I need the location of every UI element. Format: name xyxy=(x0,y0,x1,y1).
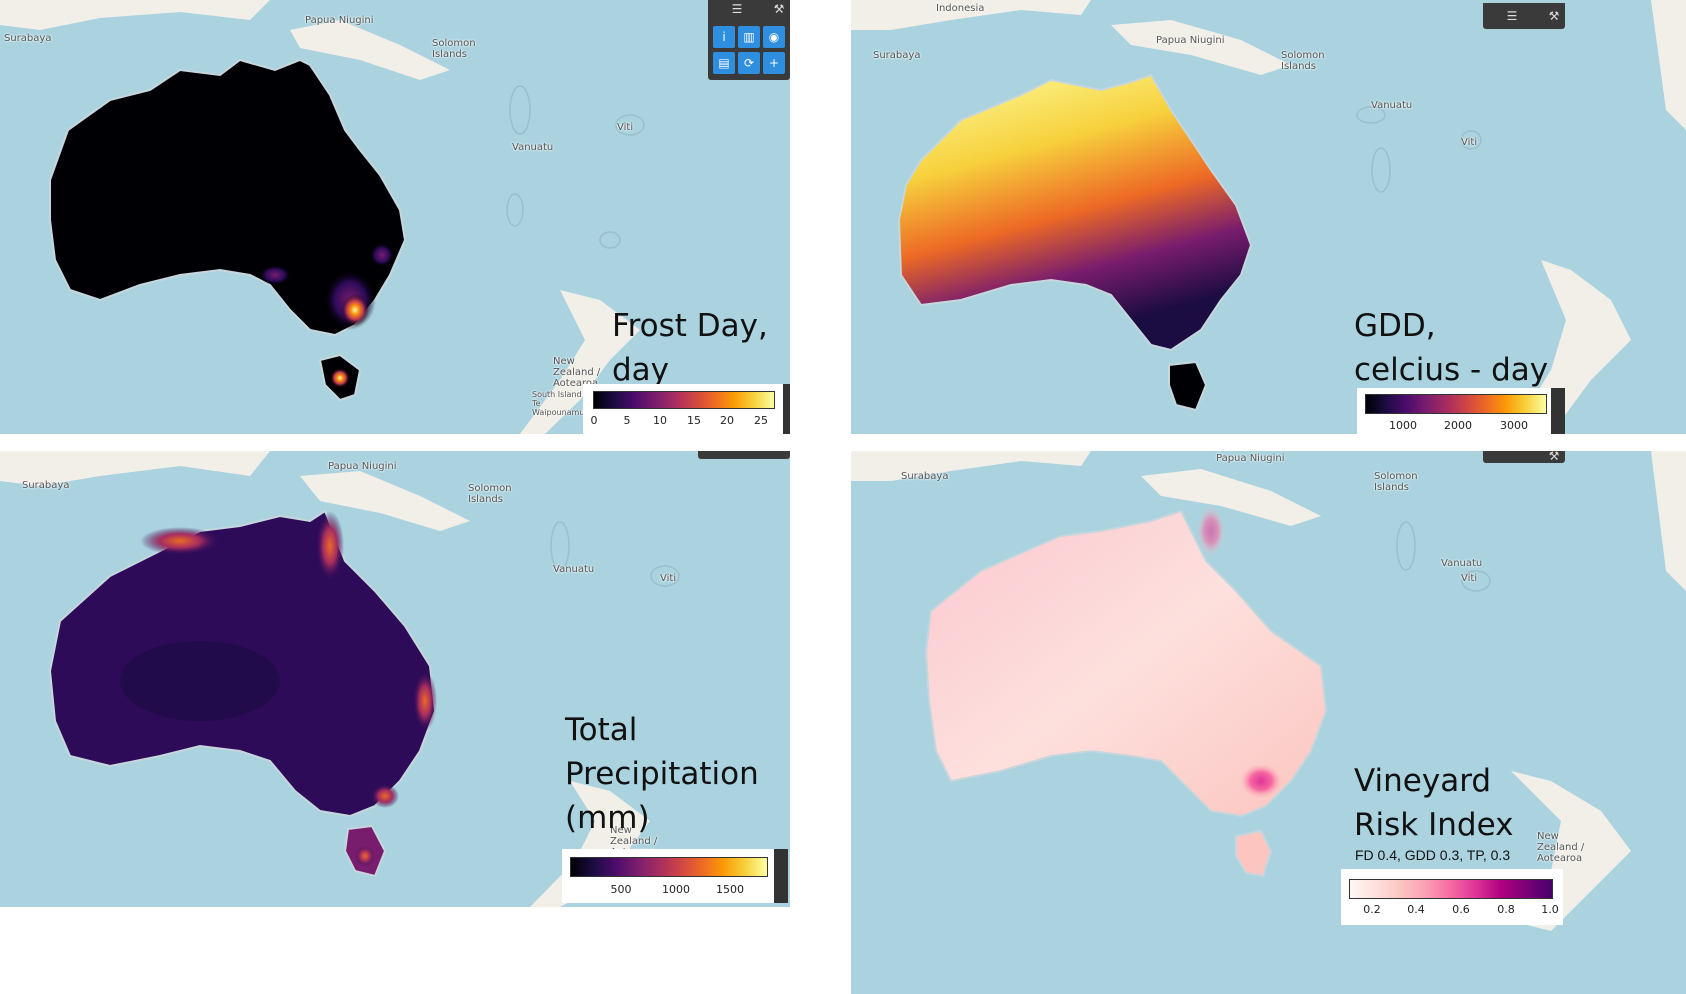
legend-tick: 10 xyxy=(653,414,667,427)
legend-tick: 15 xyxy=(687,414,701,427)
layer-title: Total Precipitation (mm) xyxy=(565,708,759,840)
map-canvas[interactable] xyxy=(0,0,790,434)
place-label: Vanuatu xyxy=(1371,100,1413,111)
place-label: Surabaya xyxy=(873,50,921,61)
place-label: Viti xyxy=(617,122,634,133)
legend-side-tab[interactable] xyxy=(1551,388,1565,434)
title-line: (mm) xyxy=(565,800,650,836)
title-line: Risk Index xyxy=(1354,807,1514,843)
legend-tick: 0.6 xyxy=(1452,903,1470,916)
wrench-icon[interactable]: ⚒ xyxy=(773,2,785,16)
colorbar-legend: 0 5 10 15 20 25 xyxy=(583,384,783,434)
colorbar xyxy=(570,857,768,877)
place-label: Vanuatu xyxy=(512,142,554,153)
map-toolbar xyxy=(698,451,790,459)
legend-tick: 1000 xyxy=(662,883,690,896)
legend-tick: 2000 xyxy=(1444,419,1472,432)
layer-title: Frost Day, day xyxy=(612,304,768,392)
place-label: Solomon Islands xyxy=(432,38,476,60)
place-label: South Island / Te Waipounamu xyxy=(532,390,587,417)
map-canvas[interactable] xyxy=(0,451,790,907)
place-label: Vanuatu xyxy=(553,564,595,575)
map-canvas[interactable] xyxy=(851,0,1686,434)
place-label: Papua Niugini xyxy=(1156,35,1225,46)
title-line: day xyxy=(612,352,670,388)
colorbar-legend: 0.2 0.4 0.6 0.8 1.0 xyxy=(1341,869,1563,925)
place-label: Viti xyxy=(1461,137,1478,148)
place-label: Viti xyxy=(1461,573,1478,584)
map-canvas[interactable] xyxy=(851,451,1686,994)
place-label: Papua Niugini xyxy=(305,15,374,26)
legend-tick: 25 xyxy=(754,414,768,427)
place-label: Papua Niugini xyxy=(328,461,397,472)
title-line: Total xyxy=(565,712,638,748)
legend-tick: 0.4 xyxy=(1407,903,1425,916)
refresh-button[interactable]: ⟳ xyxy=(738,52,760,74)
colorbar xyxy=(1349,879,1553,899)
legend-side-tab[interactable] xyxy=(774,849,788,903)
chart-button[interactable]: ▥ xyxy=(738,26,760,48)
colorbar-legend: 500 1000 1500 xyxy=(562,849,774,903)
place-label: Surabaya xyxy=(22,480,70,491)
wrench-icon[interactable]: ⚒ xyxy=(1548,451,1560,463)
globe-button[interactable]: ◉ xyxy=(763,26,785,48)
legend-tick: 1500 xyxy=(716,883,744,896)
map-panel-precipitation[interactable]: Surabaya Papua Niugini Solomon Islands V… xyxy=(0,451,790,907)
layer-subtitle: FD 0.4, GDD 0.3, TP, 0.3 xyxy=(1355,847,1511,863)
place-label: Surabaya xyxy=(4,33,52,44)
colorbar xyxy=(593,391,775,409)
colorbar-legend: 1000 2000 3000 xyxy=(1357,388,1551,434)
colorbar xyxy=(1365,394,1547,414)
legend-tick: 0.2 xyxy=(1363,903,1381,916)
map-toolbar: ☰ ⚒ i ▥ ◉ ▤ ⟳ + xyxy=(708,0,790,80)
place-label: Solomon Islands xyxy=(1374,471,1418,493)
map-panel-gdd[interactable]: Indonesia Surabaya Papua Niugini Solomon… xyxy=(851,0,1686,434)
place-label: New Zealand / Aotearoa xyxy=(1537,831,1585,864)
layers-icon[interactable]: ☰ xyxy=(1506,9,1518,23)
wrench-icon[interactable]: ⚒ xyxy=(1548,9,1560,23)
map-button[interactable]: ▤ xyxy=(713,52,735,74)
legend-tick: 0 xyxy=(590,414,598,427)
title-line: GDD, xyxy=(1354,308,1436,344)
place-label: Viti xyxy=(660,573,677,584)
place-label: Surabaya xyxy=(901,471,949,482)
title-line: Precipitation xyxy=(565,756,759,792)
add-button[interactable]: + xyxy=(763,52,785,74)
place-label: Vanuatu xyxy=(1441,558,1483,569)
title-line: Frost Day, xyxy=(612,308,768,344)
australia-raster xyxy=(49,58,407,337)
legend-tick: 500 xyxy=(610,883,632,896)
place-label: Solomon Islands xyxy=(1281,50,1325,72)
map-toolbar: ⚒ xyxy=(1483,451,1565,463)
legend-tick: 5 xyxy=(623,414,631,427)
map-panel-risk-index[interactable]: Surabaya Papua Niugini Solomon Islands V… xyxy=(851,451,1686,994)
map-panel-frost[interactable]: Surabaya Papua Niugini Solomon Islands V… xyxy=(0,0,790,434)
layers-icon[interactable]: ☰ xyxy=(731,2,743,16)
title-line: Vineyard xyxy=(1354,763,1492,799)
legend-tick: 1.0 xyxy=(1541,903,1559,916)
legend-tick: 1000 xyxy=(1389,419,1417,432)
layer-title: Vineyard Risk Index xyxy=(1354,759,1513,847)
place-label: Indonesia xyxy=(936,3,985,14)
layer-title: GDD, celcius - day xyxy=(1354,304,1548,392)
legend-tick: 20 xyxy=(720,414,734,427)
legend-tick: 0.8 xyxy=(1497,903,1515,916)
map-toolbar: ☰ ⚒ xyxy=(1483,3,1565,29)
place-label: New Zealand / Aotearoa xyxy=(553,356,601,389)
info-button[interactable]: i xyxy=(713,26,735,48)
legend-tick: 3000 xyxy=(1500,419,1528,432)
title-line: celcius - day xyxy=(1354,352,1549,388)
place-label: Papua Niugini xyxy=(1216,453,1285,464)
legend-side-tab[interactable] xyxy=(783,384,790,434)
place-label: Solomon Islands xyxy=(468,483,512,505)
